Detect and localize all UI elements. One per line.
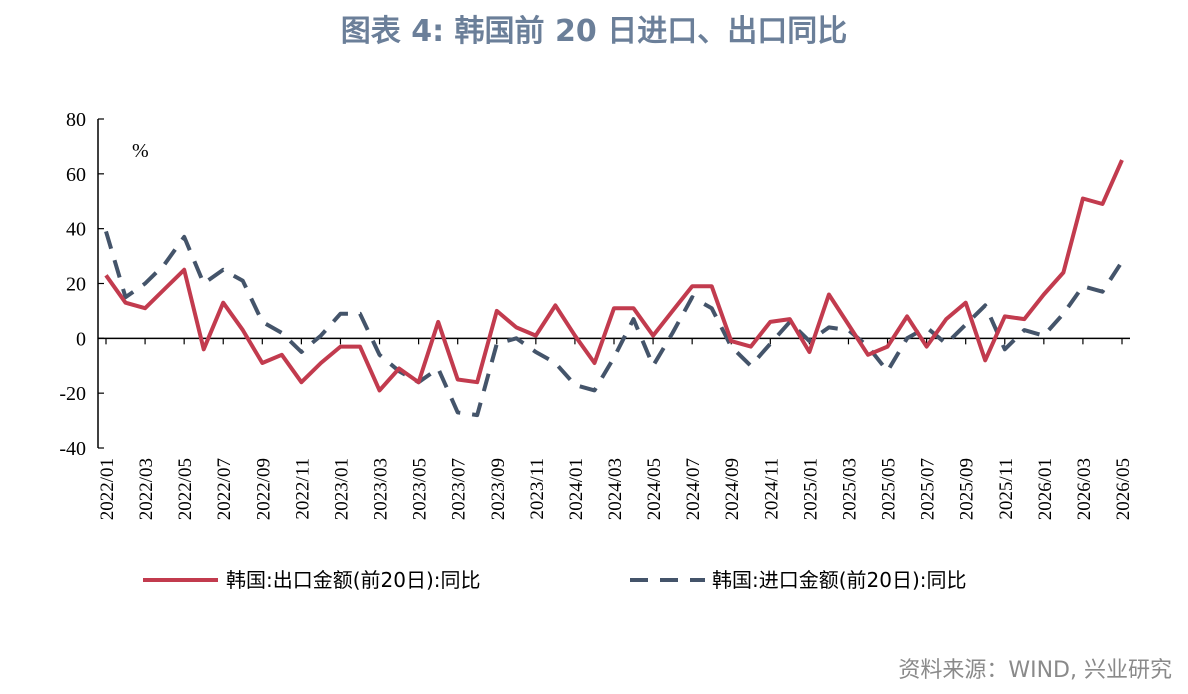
x-tick-label: 2022/03: [136, 458, 157, 520]
x-tick-label: 2023/07: [449, 458, 470, 520]
legend-export-label: 韩国:出口金额(前20日):同比: [226, 568, 481, 592]
chart-title: 图表 4: 韩国前 20 日进口、出口同比: [340, 14, 848, 49]
x-tick-label: 2025/11: [996, 458, 1017, 520]
x-tick-label: 2024/03: [605, 458, 626, 520]
x-tick-label: 2024/01: [566, 458, 587, 520]
x-tick-label: 2025/01: [800, 458, 821, 520]
x-tick-label: 2026/01: [1035, 458, 1056, 520]
unit-label: %: [132, 140, 149, 162]
x-tick-label: 2025/05: [879, 458, 900, 520]
x-tick-label: 2022/09: [253, 458, 274, 520]
x-tick-label: 2022/07: [214, 458, 235, 520]
import-series-line: [104, 230, 1124, 418]
legend-import-label: 韩国:进口金额(前20日):同比: [712, 568, 967, 592]
y-tick-label: -20: [59, 383, 86, 405]
y-tick-label: 80: [66, 109, 86, 131]
series-layer: [104, 159, 1124, 418]
x-tick-label: 2024/11: [761, 458, 782, 520]
y-tick-label: -40: [59, 438, 86, 460]
y-tick-label: 0: [76, 328, 86, 350]
x-tick-label: 2022/01: [97, 458, 118, 520]
y-tick-label: 40: [66, 219, 86, 241]
x-tick-label: 2024/09: [722, 458, 743, 520]
x-tick-label: 2022/11: [292, 458, 313, 520]
x-tick-label: 2022/05: [175, 458, 196, 520]
axes: -40 -20 0 20 40 60 80 2022/01 2022/03 2022/05 2022…: [59, 109, 1134, 520]
x-tick-label: 2026/05: [1113, 458, 1134, 520]
export-series-line: [104, 159, 1124, 393]
x-tick-label: 2024/07: [683, 458, 704, 520]
x-tick-label: 2023/05: [410, 458, 431, 520]
y-tick-label: 20: [66, 274, 86, 296]
x-tick-label: 2023/09: [488, 458, 509, 520]
x-tick-label: 2025/03: [839, 458, 860, 520]
x-tick-label: 2024/05: [644, 458, 665, 520]
x-tick-label: 2025/07: [918, 458, 939, 520]
x-tick-label: 2026/03: [1074, 458, 1095, 520]
y-tick-label: 60: [66, 164, 86, 186]
legend: 韩国:出口金额(前20日):同比 韩国:进口金额(前20日):同比: [143, 568, 967, 592]
x-tick-label: 2023/03: [371, 458, 392, 520]
source-note: 资料来源：WIND, 兴业研究: [898, 658, 1172, 683]
x-tick-label: 2023/01: [331, 458, 352, 520]
x-tick-label: 2025/09: [957, 458, 978, 520]
x-tick-label: 2023/11: [527, 458, 548, 520]
